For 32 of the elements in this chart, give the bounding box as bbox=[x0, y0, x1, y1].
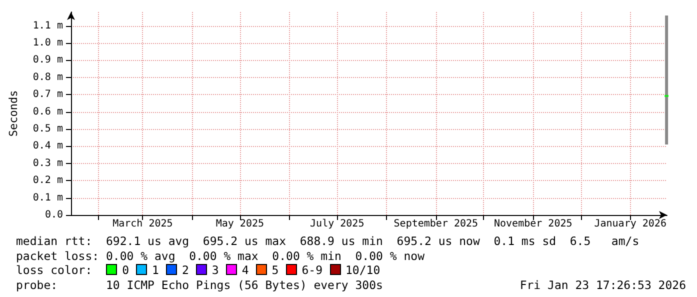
y-tick-label: 0.7 m bbox=[32, 89, 63, 100]
y-tick-label: 0.1 m bbox=[32, 192, 63, 204]
y-tick-label: 0.4 m bbox=[32, 140, 63, 152]
text: 10/10 bbox=[346, 263, 380, 277]
text: probe: 10 ICMP Echo Pings (56 Bytes) every 300s bbox=[16, 278, 383, 292]
text: median rtt: 692.1 us avg 695.2 us max 688.9 us min 695.2 us now 0.1 ms sd 6.5 am/s bbox=[16, 234, 640, 248]
y-tick-label: 1.1 m bbox=[32, 20, 63, 32]
x-tick-label: November 2025 bbox=[494, 218, 572, 230]
x-tick-label: July 2025 bbox=[310, 218, 364, 230]
text: 5 bbox=[272, 263, 279, 277]
x-tick-label: September 2025 bbox=[394, 218, 478, 230]
y-tick-label: 0.2 m bbox=[32, 175, 63, 186]
text: 1 bbox=[152, 263, 159, 277]
y-tick-label: 0.3 m bbox=[32, 158, 63, 169]
text: 2 bbox=[182, 263, 189, 277]
y-axis-title: Seconds bbox=[7, 90, 20, 137]
text: 3 bbox=[212, 263, 219, 277]
y-tick-label: 0.6 m bbox=[32, 106, 63, 118]
y-tick-label: 0.0 bbox=[44, 210, 63, 220]
y-tick-label: 0.9 m bbox=[32, 54, 63, 66]
y-tick-label: 0.8 m bbox=[32, 72, 63, 83]
text: 4 bbox=[242, 263, 249, 277]
y-tick-label: 1.0 m bbox=[32, 37, 63, 48]
text: Fri Jan 23 17:26:53 2026 bbox=[520, 278, 686, 292]
x-tick-label: January 2026 bbox=[594, 218, 666, 230]
text: 6-9 bbox=[302, 263, 322, 277]
text: packet loss: 0.00 % avg 0.00 % max 0.00 % min 0.00 % now bbox=[16, 248, 424, 262]
x-tick-label: March 2025 bbox=[112, 218, 173, 230]
text: 0 bbox=[122, 263, 130, 277]
y-tick-label: 0.5 m bbox=[32, 123, 63, 134]
x-tick-label: May 2025 bbox=[216, 218, 264, 230]
text: loss color: bbox=[16, 263, 94, 277]
